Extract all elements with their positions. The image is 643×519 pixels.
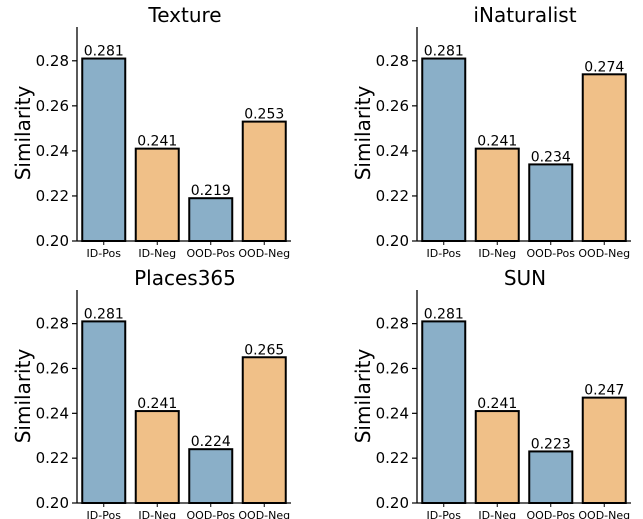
bar: [241, 120, 287, 242]
bar: [528, 450, 574, 504]
y-axis-label: Similarity: [11, 349, 35, 444]
data-label: 0.265: [244, 342, 284, 358]
bar: [241, 356, 287, 505]
y-tick-label: 0.28: [376, 52, 409, 70]
bar: [81, 57, 127, 243]
bar: [188, 197, 234, 242]
axes: 0.281 ID-Pos 0.241 ID-Neg 0.224 OOD-Pos 0.265 O…: [36, 290, 291, 519]
x-tick-label: OOD-Neg: [578, 247, 630, 260]
data-label: 0.234: [531, 149, 571, 165]
x-tick-label: ID-Pos: [427, 509, 462, 519]
data-label: 0.281: [424, 44, 464, 60]
y-axis-label: Similarity: [351, 349, 375, 444]
bar: [421, 57, 467, 243]
bar: [81, 320, 127, 505]
y-tick-label: 0.24: [376, 404, 409, 422]
x-tick-label: OOD-Pos: [187, 509, 236, 519]
data-label: 0.253: [244, 107, 284, 123]
data-label: 0.281: [84, 44, 124, 60]
y-tick-label: 0.24: [36, 404, 69, 422]
y-tick-label: 0.26: [36, 97, 69, 115]
data-label: 0.224: [191, 434, 231, 450]
y-tick-label: 0.26: [376, 97, 409, 115]
bar: [528, 163, 574, 242]
x-tick-label: ID-Pos: [87, 509, 122, 519]
y-tick-label: 0.20: [36, 494, 69, 512]
data-label: 0.241: [137, 396, 177, 412]
y-axis-label: Similarity: [11, 86, 35, 181]
x-tick-label: OOD-Neg: [238, 247, 290, 260]
x-tick-label: OOD-Pos: [527, 509, 576, 519]
bar: [134, 147, 180, 242]
data-label: 0.219: [191, 183, 231, 199]
x-tick-label: OOD-Pos: [527, 247, 576, 260]
y-tick-label: 0.22: [376, 187, 409, 205]
data-label: 0.241: [477, 396, 517, 412]
axes: 0.281 ID-Pos 0.241 ID-Neg 0.223 OOD-Pos 0.247 O…: [376, 290, 631, 519]
y-tick-label: 0.26: [36, 359, 69, 377]
y-tick-label: 0.20: [376, 232, 409, 250]
bar: [581, 396, 627, 504]
bar: [134, 410, 180, 505]
y-tick-label: 0.28: [376, 315, 409, 333]
x-tick-label: OOD-Neg: [578, 509, 630, 519]
y-tick-label: 0.26: [376, 359, 409, 377]
panel-title: Places365: [134, 266, 236, 290]
y-tick-label: 0.28: [36, 315, 69, 333]
panel-title: iNaturalist: [473, 3, 576, 27]
y-tick-label: 0.28: [36, 52, 69, 70]
panel-sun: SUN Similarity 0.281ID-Pos0.241ID-Neg0.2…: [351, 266, 631, 519]
y-tick-label: 0.24: [376, 142, 409, 160]
data-label: 0.281: [84, 306, 124, 322]
y-tick-label: 0.20: [36, 232, 69, 250]
y-tick-label: 0.22: [36, 187, 69, 205]
y-axis-label: Similarity: [351, 86, 375, 181]
axes: 0.281 ID-Pos 0.241 ID-Neg 0.234 OOD-Pos 0.274 O…: [376, 27, 631, 260]
x-tick-label: ID-Neg: [478, 509, 516, 519]
panel-texture: Texture Similarity 0.281 ID-Pos 0.241 ID-Ne…: [11, 3, 291, 260]
data-label: 0.247: [584, 383, 624, 399]
x-tick-label: ID-Pos: [427, 247, 462, 260]
panel-title: SUN: [504, 266, 546, 290]
panel-places365: Places365 Similarity 0.281 ID-Pos 0.241 ID-…: [11, 266, 291, 519]
data-label: 0.274: [584, 59, 624, 75]
panel-title: Texture: [147, 3, 221, 27]
x-tick-label: OOD-Pos: [187, 247, 236, 260]
y-tick-label: 0.24: [36, 142, 69, 160]
data-label: 0.223: [531, 436, 571, 452]
x-tick-label: ID-Neg: [138, 247, 176, 260]
axes: 0.281 ID-Pos 0.241 ID-Neg 0.219 OOD-Pos 0.253 O…: [36, 27, 291, 260]
x-tick-label: OOD-Neg: [238, 509, 290, 519]
data-label: 0.241: [137, 134, 177, 150]
x-tick-label: ID-Pos: [87, 247, 122, 260]
data-label: 0.281: [424, 306, 464, 322]
bar: [581, 73, 627, 242]
data-label: 0.241: [477, 134, 517, 150]
bar: [188, 448, 234, 505]
bar: [421, 320, 467, 505]
bar: [474, 410, 520, 505]
y-tick-label: 0.20: [376, 494, 409, 512]
x-tick-label: ID-Neg: [478, 247, 516, 260]
x-tick-label: ID-Neg: [138, 509, 176, 519]
y-tick-label: 0.22: [36, 449, 69, 467]
panel-inaturalist: iNaturalist Similarity 0.281 ID-Pos 0.241 I…: [351, 3, 631, 260]
y-tick-label: 0.22: [376, 449, 409, 467]
bar: [474, 147, 520, 242]
